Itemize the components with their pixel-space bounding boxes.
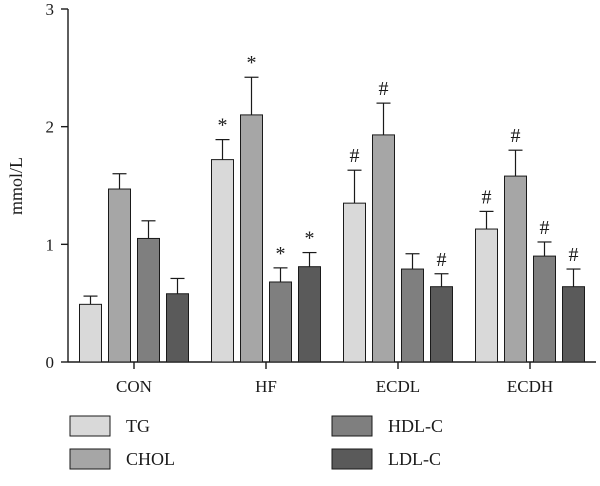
bar <box>269 281 292 363</box>
bar <box>372 134 395 363</box>
legend: TG CHOL HDL-C LDL-C <box>69 415 443 470</box>
significance-mark: * <box>276 243 286 265</box>
bar <box>240 114 263 363</box>
significance-mark: # <box>511 125 521 147</box>
significance-mark: # <box>437 249 447 271</box>
x-tick-label: HF <box>255 377 277 396</box>
bar <box>562 286 585 363</box>
x-tick-label: ECDH <box>507 377 553 396</box>
legend-swatch <box>69 448 111 470</box>
legend-swatch <box>69 415 111 437</box>
bar <box>533 255 556 363</box>
x-tick-label: CON <box>116 377 152 396</box>
bar <box>298 266 321 363</box>
significance-mark: * <box>218 115 228 137</box>
significance-mark: # <box>540 217 550 239</box>
y-axis: 0 1 2 3 <box>46 0 69 372</box>
y-tick-label: 0 <box>46 353 55 372</box>
y-axis-label: mmol/L <box>6 157 26 215</box>
legend-label: LDL-C <box>388 449 441 469</box>
significance-mark: * <box>305 228 315 250</box>
x-axis: CON HF ECDL ECDH <box>68 361 596 396</box>
bar <box>211 159 234 363</box>
legend-label: CHOL <box>126 449 175 469</box>
significance-mark: # <box>569 244 579 266</box>
bar <box>108 188 131 363</box>
bars: * * * * # # # # # # # <box>79 52 585 363</box>
y-tick-label: 2 <box>46 118 55 137</box>
significance-mark: # <box>379 78 389 100</box>
x-tick-label: ECDL <box>376 377 420 396</box>
legend-label: HDL-C <box>388 416 443 436</box>
legend-label: TG <box>126 416 150 436</box>
legend-swatch <box>331 415 373 437</box>
bar <box>504 175 527 363</box>
bar <box>166 293 189 363</box>
bar <box>137 237 160 363</box>
y-tick-label: 1 <box>46 235 55 254</box>
bar <box>430 286 453 363</box>
y-tick-label: 3 <box>46 0 55 19</box>
legend-swatch <box>331 448 373 470</box>
significance-mark: # <box>350 145 360 167</box>
bar <box>401 268 424 363</box>
bar <box>79 303 102 363</box>
bar <box>343 202 366 363</box>
significance-mark: # <box>482 186 492 208</box>
significance-mark: * <box>247 52 257 74</box>
bar <box>475 228 498 363</box>
